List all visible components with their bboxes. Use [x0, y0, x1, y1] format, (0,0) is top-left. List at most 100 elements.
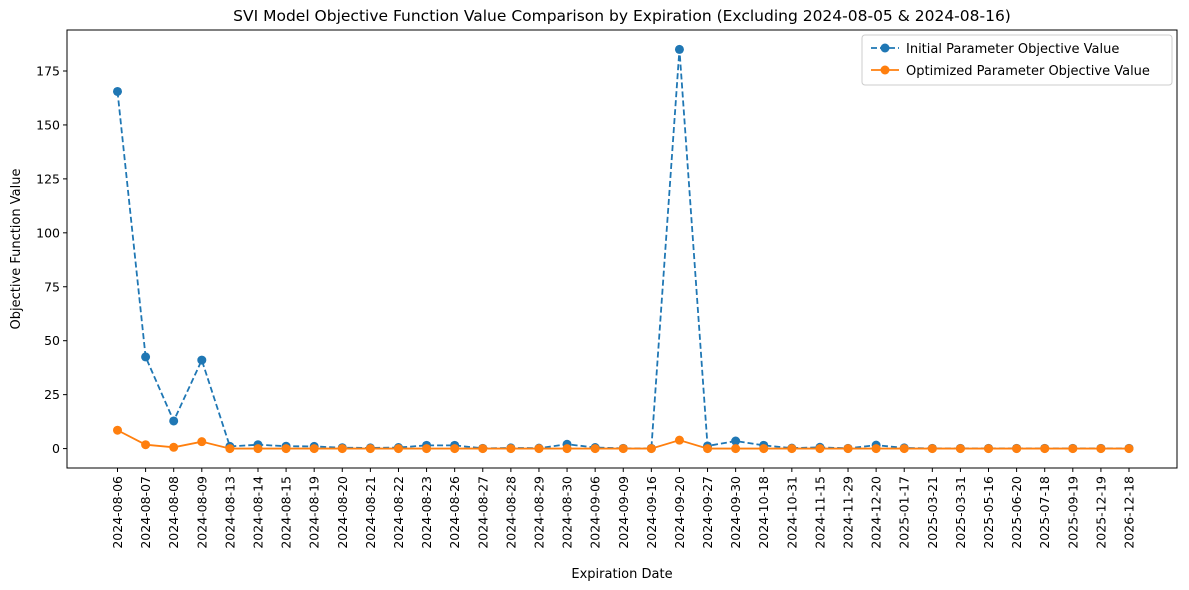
data-point-optimized [1040, 444, 1050, 454]
data-point-optimized [225, 444, 235, 454]
x-tick-label: 2024-08-08 [166, 476, 181, 549]
data-point-optimized [759, 444, 769, 454]
x-tick-label: 2024-08-06 [110, 476, 125, 549]
x-tick-label: 2024-10-18 [756, 476, 771, 549]
data-point-optimized [506, 444, 516, 454]
series-layer [113, 44, 1134, 454]
y-tick-label: 100 [36, 225, 60, 240]
x-tick-label: 2025-09-19 [1065, 476, 1080, 549]
data-point-optimized [955, 444, 965, 454]
x-tick-label: 2024-08-23 [419, 476, 434, 549]
x-tick-label: 2024-08-28 [503, 476, 518, 549]
x-tick-label: 2024-08-19 [307, 476, 322, 549]
x-tick-label: 2024-08-07 [138, 476, 153, 549]
plot-area-frame [66, 29, 1178, 469]
data-point-optimized [393, 444, 403, 454]
chart-title: SVI Model Objective Function Value Compa… [233, 7, 1011, 25]
x-tick-label: 2024-08-14 [250, 476, 265, 549]
x-tick-label: 2025-03-31 [953, 476, 968, 549]
data-point-optimized [646, 444, 656, 454]
y-axis: 0 25 50 75 100 125 150 175 [36, 63, 67, 456]
x-tick-label: 2024-08-26 [447, 476, 462, 549]
x-tick-label: 2024-09-16 [644, 476, 659, 549]
data-point-optimized [197, 437, 207, 447]
x-tick-label: 2024-10-31 [784, 476, 799, 549]
data-point-optimized [984, 444, 994, 454]
data-point-optimized [309, 444, 319, 454]
legend-label-optimized: Optimized Parameter Objective Value [906, 64, 1150, 79]
data-point-initial [141, 352, 151, 362]
y-tick-label: 125 [36, 171, 60, 186]
data-point-optimized [337, 444, 347, 454]
x-tick-label: 2024-09-20 [672, 476, 687, 549]
data-point-optimized [253, 444, 263, 454]
x-tick-label: 2024-11-15 [812, 476, 827, 549]
data-point-optimized [1096, 444, 1106, 454]
data-point-optimized [843, 444, 853, 454]
x-tick-label: 2025-06-20 [1009, 476, 1024, 549]
y-axis-label: Objective Function Value [9, 169, 24, 330]
x-tick-label: 2024-08-30 [560, 476, 575, 549]
data-point-optimized [365, 444, 375, 454]
data-point-initial [731, 436, 741, 446]
data-point-initial [674, 44, 684, 54]
data-point-optimized [534, 444, 544, 454]
data-point-optimized [422, 444, 432, 454]
data-point-optimized [590, 444, 600, 454]
legend-marker-optimized [880, 65, 890, 75]
x-tick-label: 2024-08-22 [391, 476, 406, 549]
y-tick-label: 75 [44, 279, 60, 294]
x-tick-label: 2024-08-27 [475, 476, 490, 549]
x-axis: 2024-08-06 2024-08-07 2024-08-08 2024-08-09… [110, 468, 1137, 549]
data-point-optimized [141, 440, 151, 450]
y-tick-label: 175 [36, 63, 60, 78]
legend-marker-initial [880, 43, 890, 53]
x-tick-label: 2024-09-27 [700, 476, 715, 549]
y-tick-label: 25 [44, 387, 60, 402]
data-point-optimized [927, 444, 937, 454]
x-tick-label: 2025-05-16 [981, 476, 996, 549]
data-point-optimized [562, 444, 572, 454]
data-point-optimized [731, 444, 741, 454]
x-tick-label: 2026-12-18 [1122, 476, 1137, 549]
x-axis-label: Expiration Date [571, 567, 672, 582]
legend-label-initial: Initial Parameter Objective Value [906, 42, 1119, 57]
x-tick-label: 2024-08-29 [531, 476, 546, 549]
x-tick-label: 2024-08-20 [335, 476, 350, 549]
x-tick-label: 2025-07-18 [1037, 476, 1052, 549]
data-point-optimized [703, 444, 713, 454]
series-line-initial [116, 49, 1129, 450]
data-point-optimized [281, 444, 291, 454]
data-point-optimized [899, 444, 909, 454]
data-point-optimized [450, 444, 460, 454]
legend-frame [861, 34, 1173, 86]
data-point-optimized [478, 444, 488, 454]
x-tick-label: 2025-03-21 [925, 476, 940, 549]
x-tick-label: 2025-12-19 [1093, 476, 1108, 549]
y-tick-label: 0 [52, 441, 60, 456]
x-tick-label: 2024-11-29 [841, 476, 856, 549]
data-point-optimized [674, 435, 684, 445]
x-tick-label: 2024-09-06 [588, 476, 603, 549]
data-point-optimized [113, 425, 122, 435]
x-tick-label: 2024-09-09 [616, 476, 631, 549]
data-point-optimized [815, 444, 825, 454]
y-tick-label: 50 [44, 333, 60, 348]
x-tick-label: 2024-08-21 [363, 476, 378, 549]
data-point-optimized [787, 444, 797, 454]
data-point-optimized [1124, 444, 1134, 454]
y-tick-label: 150 [36, 117, 60, 132]
data-point-optimized [618, 444, 628, 454]
x-tick-label: 2024-08-15 [279, 476, 294, 549]
legend: Initial Parameter Objective Value Optimi… [861, 34, 1173, 86]
data-point-optimized [1068, 444, 1078, 454]
data-point-optimized [871, 444, 881, 454]
x-tick-label: 2024-12-20 [869, 476, 884, 549]
x-tick-label: 2024-08-09 [194, 476, 209, 549]
x-tick-label: 2024-09-30 [728, 476, 743, 549]
data-point-initial [197, 355, 207, 365]
data-point-initial [113, 86, 122, 96]
data-point-optimized [1012, 444, 1022, 454]
data-point-initial [169, 416, 179, 426]
